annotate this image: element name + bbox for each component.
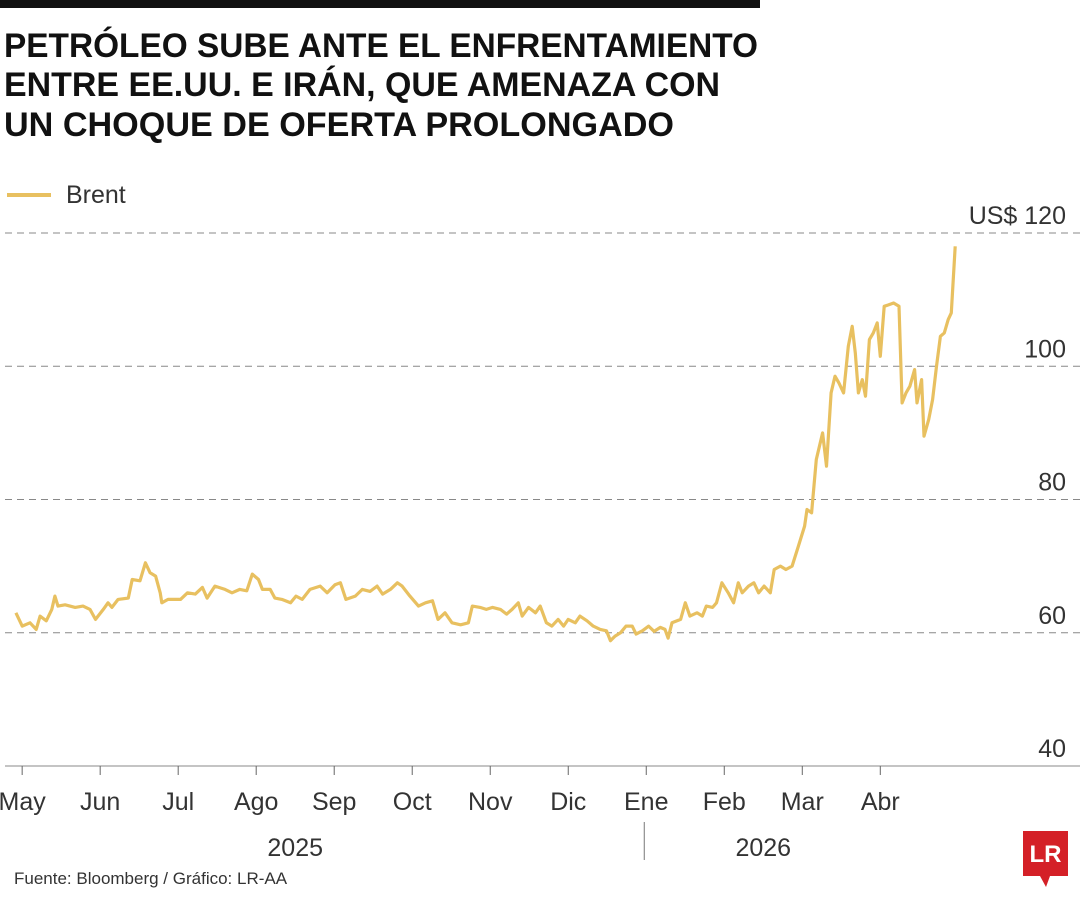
x-tick-label: Nov: [468, 788, 513, 816]
x-tick-label: Ene: [624, 788, 668, 816]
x-tick-label: Oct: [393, 788, 432, 816]
x-tick-label: Abr: [861, 788, 900, 816]
chart-title: ENTRE EE.UU. E IRÁN, QUE AMENAZA CON: [4, 66, 720, 104]
y-tick-label: US$ 120: [969, 202, 1066, 230]
x-group-label: 2026: [735, 834, 791, 862]
x-tick-label: Feb: [703, 788, 746, 816]
logo-text: LR: [1030, 841, 1062, 868]
x-tick-label: Sep: [312, 788, 356, 816]
y-tick-label: 80: [1038, 469, 1066, 497]
y-tick-label: 60: [1038, 602, 1066, 630]
x-group-label: 2025: [267, 834, 323, 862]
chart-title: PETRÓLEO SUBE ANTE EL ENFRENTAMIENTO: [4, 27, 758, 65]
legend-label: Brent: [66, 181, 126, 209]
logo: LR: [1023, 831, 1068, 887]
chart-title: UN CHOQUE DE OFERTA PROLONGADO: [4, 106, 674, 144]
x-tick-label: Mar: [781, 788, 824, 816]
x-tick-label: Dic: [550, 788, 586, 816]
series-line: [14, 246, 957, 643]
logo-box: [1023, 831, 1068, 876]
y-tick-label: 100: [1024, 335, 1066, 363]
x-tick-label: Jul: [162, 788, 194, 816]
y-tick-label: 40: [1038, 735, 1066, 763]
x-tick-label: May: [0, 788, 46, 816]
x-tick-label: Jun: [80, 788, 120, 816]
source-note: Fuente: Bloomberg / Gráfico: LR-AA: [14, 869, 288, 888]
top-bar: [0, 0, 760, 8]
x-tick-label: Ago: [234, 788, 278, 816]
logo-tail: [1040, 876, 1050, 887]
